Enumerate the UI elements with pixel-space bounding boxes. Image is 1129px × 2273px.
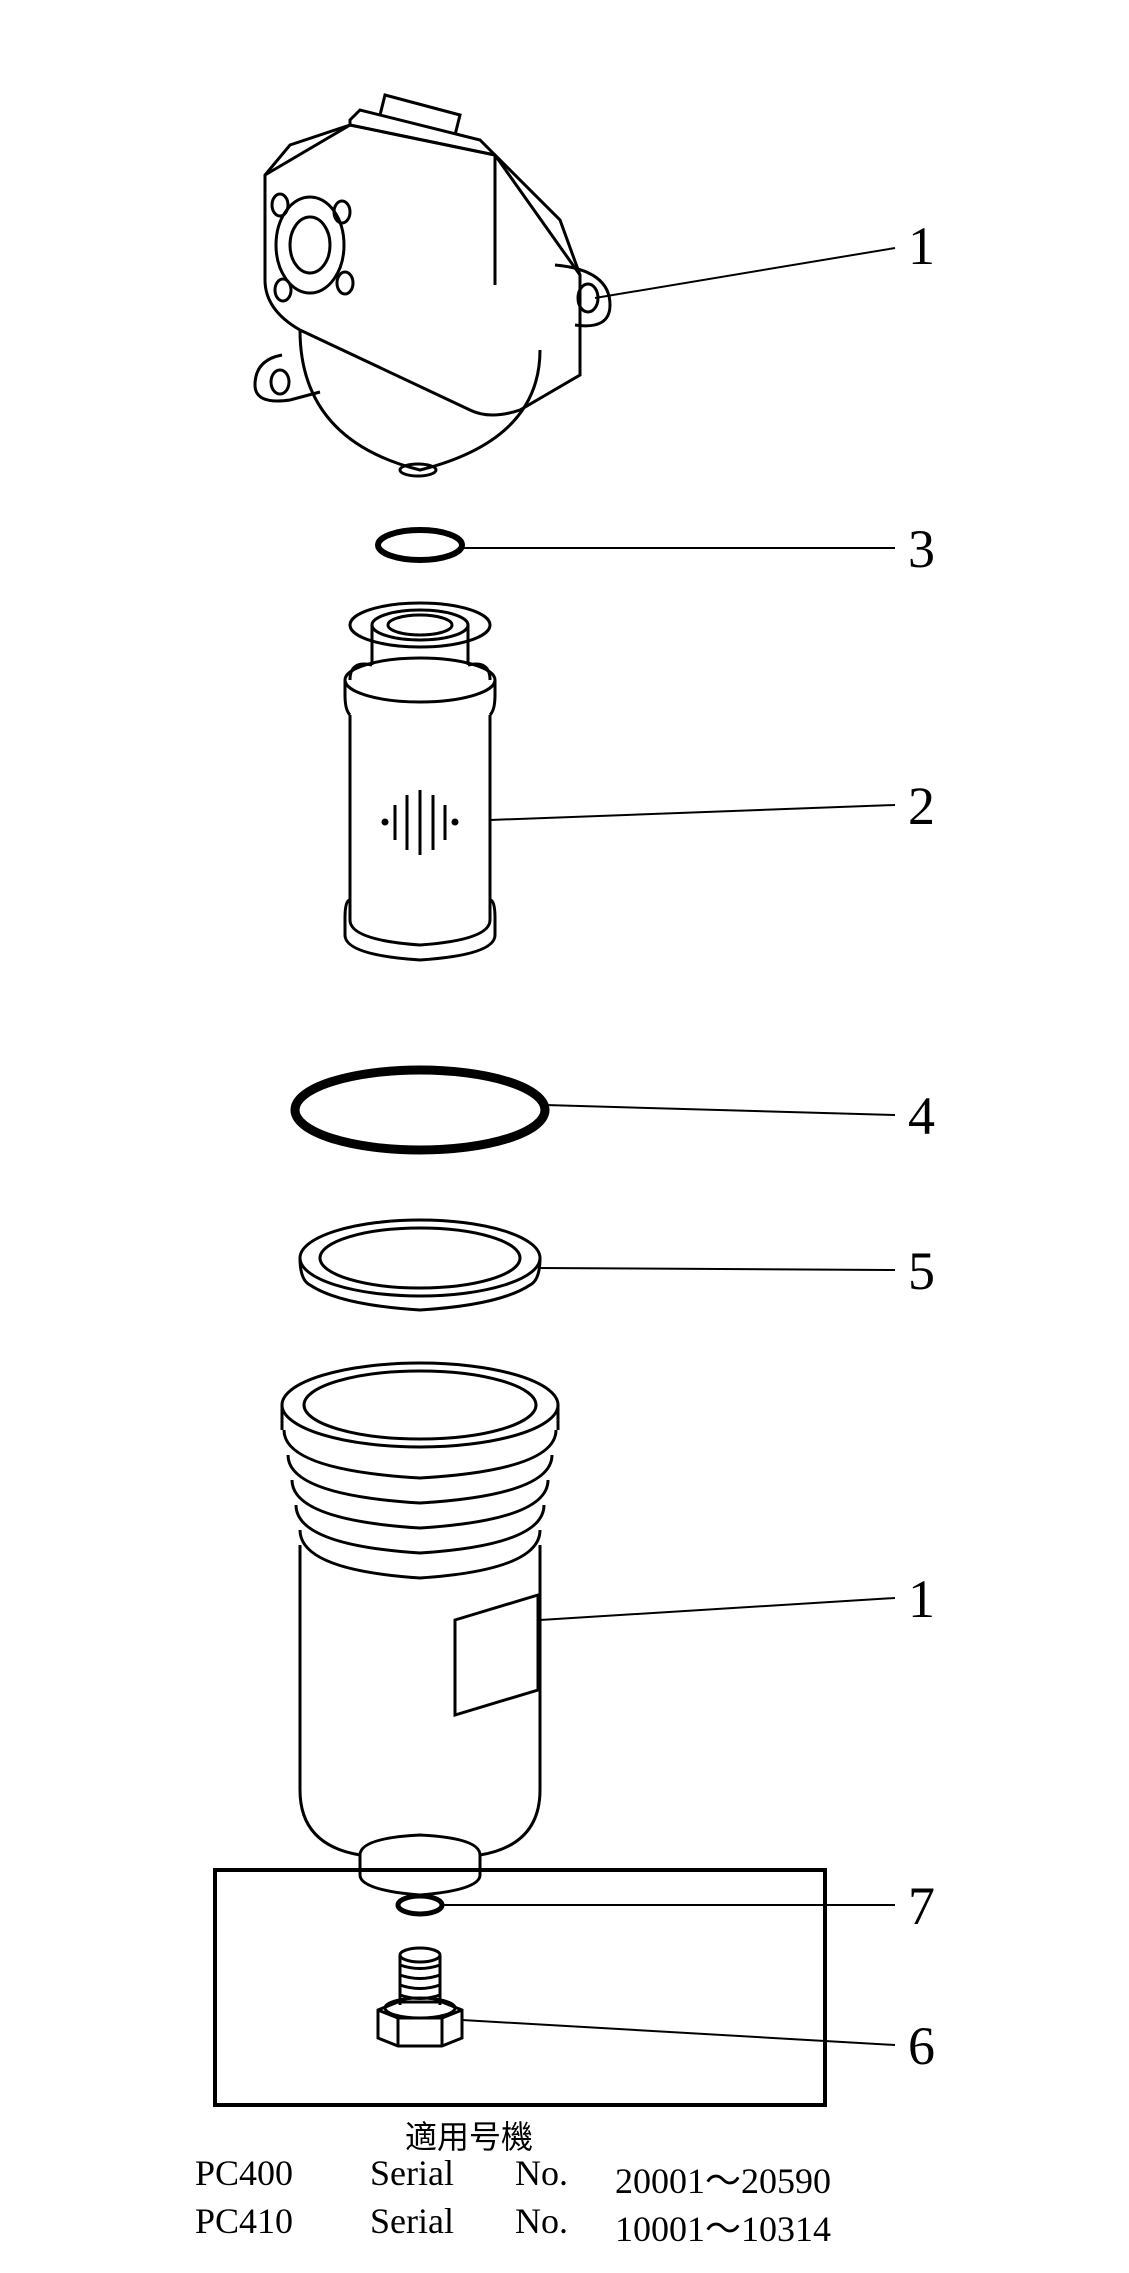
callout-2: 2 — [908, 775, 935, 837]
part-filter-bowl — [282, 1363, 558, 1895]
callout-4: 4 — [908, 1085, 935, 1147]
footer-line2-model: PC410 — [195, 2200, 293, 2242]
parts-diagram-svg — [0, 0, 1129, 2273]
footer-line1-model: PC400 — [195, 2152, 293, 2194]
callout-1-top: 1 — [908, 215, 935, 277]
footer-line1-no: No. — [515, 2152, 568, 2194]
callout-5: 5 — [908, 1240, 935, 1302]
callout-7: 7 — [908, 1875, 935, 1937]
footer-line2-no: No. — [515, 2200, 568, 2242]
footer-line2-range: 10001～10314 — [615, 2200, 831, 2252]
diagram-container: 1 3 2 4 5 1 7 6 適用号機 PC400 Serial No. 20… — [0, 0, 1129, 2273]
part-tiny-oring — [398, 1896, 442, 1914]
part-filter-element — [345, 603, 495, 960]
callout-3: 3 — [908, 518, 935, 580]
footer-line2-serial: Serial — [370, 2200, 454, 2242]
part-small-oring — [378, 530, 462, 560]
callout-lines — [443, 248, 895, 2045]
part-large-oring — [295, 1070, 545, 1150]
part-head-housing — [255, 95, 610, 476]
callout-6: 6 — [908, 2015, 935, 2077]
part-drain-plug — [378, 1948, 462, 2046]
part-cup-seal — [300, 1220, 540, 1310]
callout-1-bottom: 1 — [908, 1568, 935, 1630]
footer-line1-serial: Serial — [370, 2152, 454, 2194]
footer-line1-range: 20001～20590 — [615, 2152, 831, 2204]
